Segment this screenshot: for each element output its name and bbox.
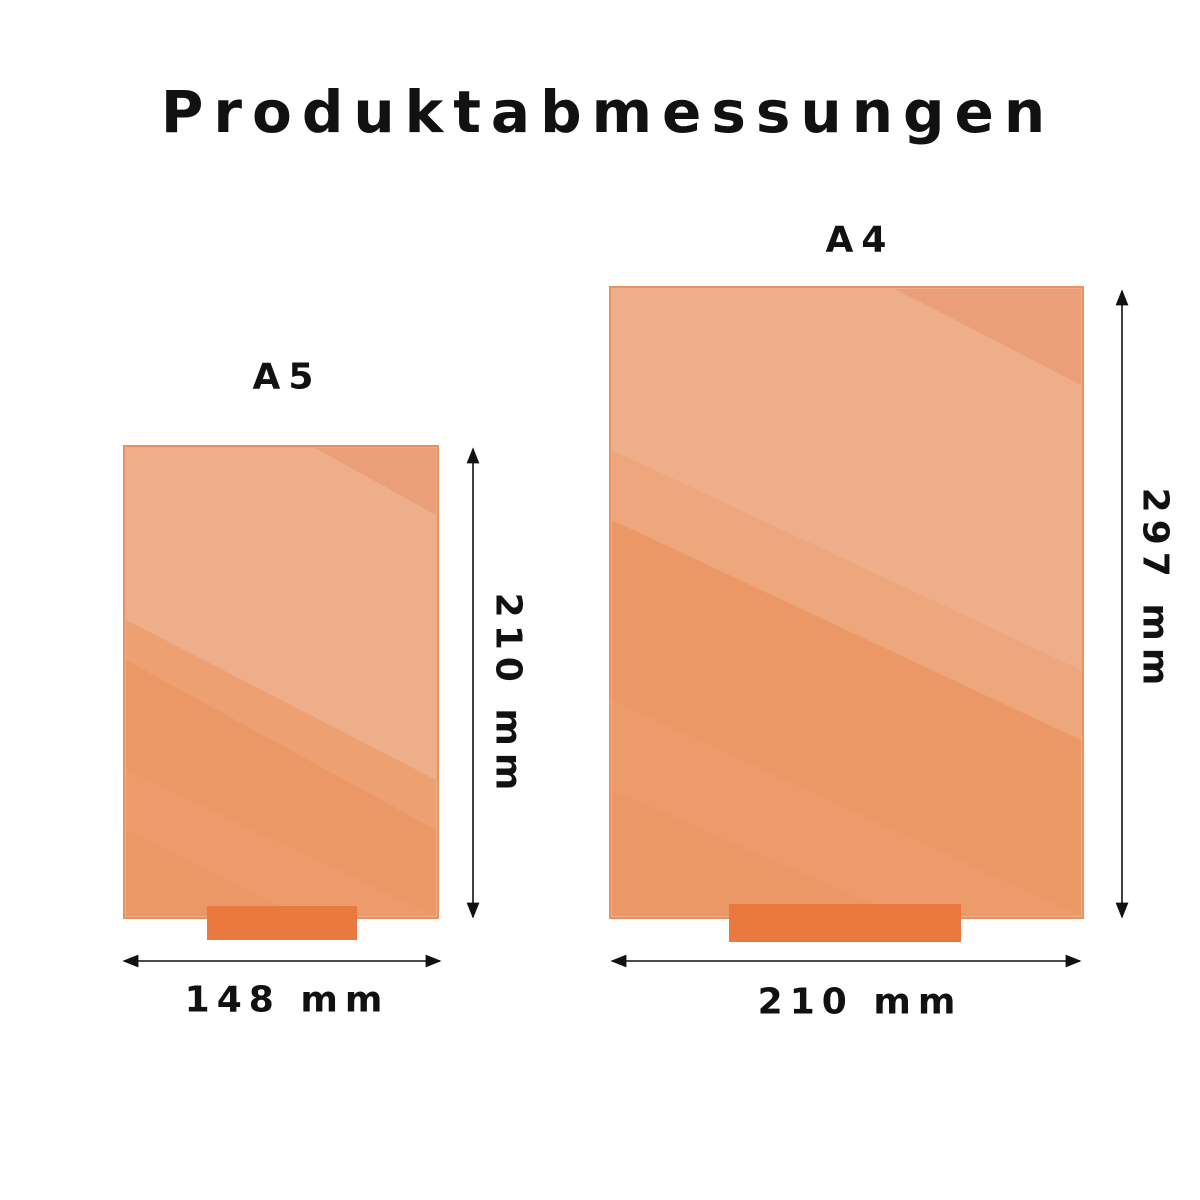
- a4-width-label: 210 mm: [757, 981, 963, 1023]
- a5-height-label: 210 mm: [487, 592, 529, 798]
- a5-panel: [123, 445, 439, 940]
- a4-height-label: 297 mm: [1134, 487, 1176, 693]
- a4-stand: [729, 904, 961, 942]
- a5-label: A5: [252, 356, 322, 398]
- a5-width-label: 148 mm: [184, 979, 390, 1021]
- a4-panel: [609, 286, 1084, 942]
- a4-label: A4: [825, 219, 895, 261]
- a5-stand: [207, 906, 357, 940]
- page-title: Produktabmessungen: [160, 78, 1056, 146]
